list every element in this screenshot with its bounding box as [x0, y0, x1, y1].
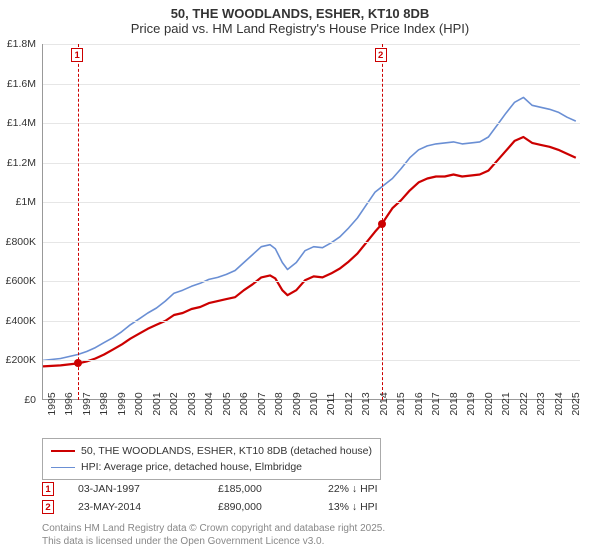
x-axis-label: 2025 [570, 392, 582, 415]
legend-label-price-paid: 50, THE WOODLANDS, ESHER, KT10 8DB (deta… [81, 445, 372, 457]
gridline-h [43, 163, 580, 164]
gridline-h [43, 202, 580, 203]
footnote: Contains HM Land Registry data © Crown c… [42, 522, 385, 548]
plot-area: 12 [42, 44, 580, 400]
x-axis-label: 2011 [325, 393, 337, 416]
x-axis-label: 2022 [518, 392, 530, 415]
sale-row-1: 1 03-JAN-1997 £185,000 22% ↓ HPI [42, 480, 428, 498]
y-axis-label: £600K [0, 275, 36, 287]
title-block: 50, THE WOODLANDS, ESHER, KT10 8DB Price… [0, 0, 600, 38]
legend: 50, THE WOODLANDS, ESHER, KT10 8DB (deta… [42, 438, 381, 480]
y-axis-label: £1.4M [0, 117, 36, 129]
x-axis-label: 2019 [465, 392, 477, 415]
series-line-price_paid [43, 137, 576, 366]
y-axis-label: £1.6M [0, 78, 36, 90]
title-line-1: 50, THE WOODLANDS, ESHER, KT10 8DB [0, 6, 600, 21]
gridline-h [43, 84, 580, 85]
x-axis-label: 1999 [116, 392, 128, 415]
x-axis-label: 2010 [308, 392, 320, 415]
y-axis-label: £0 [0, 394, 36, 406]
legend-swatch-hpi [51, 467, 75, 468]
x-axis-label: 2004 [203, 392, 215, 415]
x-axis-label: 2014 [378, 392, 390, 415]
sale-marker-2: 2 [42, 500, 54, 514]
marker-dashline-1 [78, 44, 79, 400]
x-axis-label: 2006 [238, 392, 250, 415]
marker-dot-1 [74, 359, 82, 367]
x-axis-label: 1995 [46, 392, 58, 415]
y-axis-label: £1.2M [0, 157, 36, 169]
marker-box-2: 2 [375, 48, 387, 62]
x-axis-label: 2000 [133, 392, 145, 415]
x-axis-label: 1998 [98, 392, 110, 415]
x-axis-label: 2017 [430, 392, 442, 415]
chart-area: 12 £0£200K£400K£600K£800K£1M£1.2M£1.4M£1… [42, 44, 580, 400]
footnote-line-1: Contains HM Land Registry data © Crown c… [42, 522, 385, 535]
x-axis-label: 2009 [291, 392, 303, 415]
sale-date-1: 03-JAN-1997 [78, 483, 218, 495]
y-axis-label: £200K [0, 354, 36, 366]
sale-hpi-1: 22% ↓ HPI [328, 483, 428, 495]
x-axis-label: 1997 [81, 392, 93, 415]
x-axis-label: 2020 [483, 392, 495, 415]
gridline-h [43, 44, 580, 45]
sale-hpi-2: 13% ↓ HPI [328, 501, 428, 513]
x-axis-label: 2003 [186, 392, 198, 415]
marker-dot-2 [378, 220, 386, 228]
gridline-h [43, 123, 580, 124]
legend-swatch-price-paid [51, 450, 75, 452]
gridline-h [43, 321, 580, 322]
y-axis-label: £800K [0, 236, 36, 248]
footnote-line-2: This data is licensed under the Open Gov… [42, 535, 385, 548]
sale-date-2: 23-MAY-2014 [78, 501, 218, 513]
x-axis-label: 2008 [273, 392, 285, 415]
x-axis-label: 2018 [448, 392, 460, 415]
gridline-h [43, 360, 580, 361]
x-axis-label: 2023 [535, 392, 547, 415]
x-axis-label: 2015 [395, 392, 407, 415]
legend-row-hpi: HPI: Average price, detached house, Elmb… [51, 459, 372, 475]
line-series-svg [43, 44, 581, 400]
gridline-h [43, 242, 580, 243]
sale-marker-1: 1 [42, 482, 54, 496]
x-axis-label: 2002 [168, 392, 180, 415]
x-axis-label: 2005 [221, 392, 233, 415]
x-axis-label: 2007 [256, 392, 268, 415]
sales-table: 1 03-JAN-1997 £185,000 22% ↓ HPI 2 23-MA… [42, 480, 428, 516]
x-axis-label: 2013 [360, 392, 372, 415]
title-line-2: Price paid vs. HM Land Registry's House … [0, 21, 600, 36]
sale-row-2: 2 23-MAY-2014 £890,000 13% ↓ HPI [42, 498, 428, 516]
gridline-h [43, 281, 580, 282]
marker-box-1: 1 [71, 48, 83, 62]
sale-price-1: £185,000 [218, 483, 328, 495]
x-axis-label: 2021 [500, 392, 512, 415]
x-axis-label: 2024 [553, 392, 565, 415]
x-axis-label: 2016 [413, 392, 425, 415]
x-axis-label: 1996 [63, 392, 75, 415]
x-axis-label: 2012 [343, 392, 355, 415]
chart-container: 50, THE WOODLANDS, ESHER, KT10 8DB Price… [0, 0, 600, 560]
y-axis-label: £1M [0, 196, 36, 208]
legend-label-hpi: HPI: Average price, detached house, Elmb… [81, 461, 302, 473]
y-axis-label: £400K [0, 315, 36, 327]
y-axis-label: £1.8M [0, 38, 36, 50]
x-axis-label: 2001 [151, 392, 163, 415]
sale-price-2: £890,000 [218, 501, 328, 513]
legend-row-price-paid: 50, THE WOODLANDS, ESHER, KT10 8DB (deta… [51, 443, 372, 459]
